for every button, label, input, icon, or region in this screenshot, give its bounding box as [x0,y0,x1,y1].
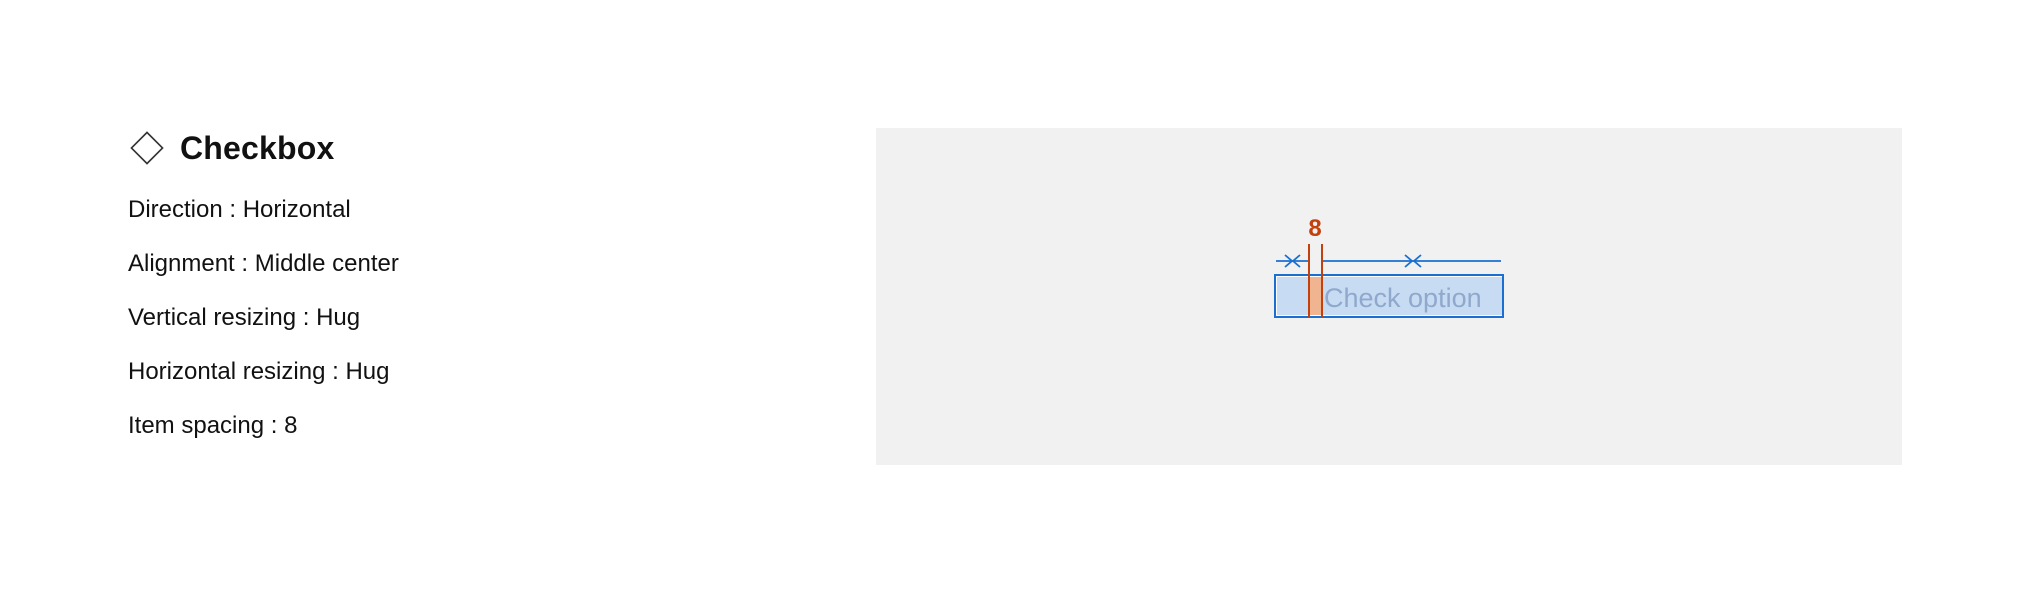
preview-canvas: 8 Check option [876,128,1902,465]
text-layer-fill [1322,277,1502,315]
property-label: Direction [128,196,223,223]
property-horizontal-resizing: Horizontal resizing : Hug [128,358,390,385]
spacing-value-label: 8 [1308,215,1321,242]
spacing-gap-fill [1309,277,1322,315]
property-vertical-resizing: Vertical resizing : Hug [128,304,361,331]
property-label: Alignment [128,250,235,277]
component-title: Checkbox [180,129,335,166]
property-item-spacing: Item spacing : 8 [128,412,298,439]
component-header: Checkbox [128,126,399,170]
property-label: Vertical resizing [128,304,297,331]
property-label: Item spacing [128,412,265,439]
property-label: Horizontal resizing [128,358,326,385]
diamond-component-icon [128,129,166,167]
property-panel: Checkbox Direction : Horizontal Alignmen… [128,126,399,440]
property-value: 8 [284,412,298,439]
checkbox-width-measure [1276,254,1308,268]
property-alignment: Alignment : Middle center [128,250,399,277]
property-direction: Direction : Horizontal [128,196,351,223]
property-value: Hug [345,358,390,385]
property-value: Horizontal [242,196,351,223]
property-value: Hug [316,304,361,331]
property-value: Middle center [254,250,399,277]
check-option-text: Check option [1324,283,1482,313]
layout-diagram: 8 Check option [1274,215,1504,318]
checkbox-box-fill [1277,277,1309,315]
text-width-measure [1323,254,1501,268]
component-outline [1274,274,1504,318]
